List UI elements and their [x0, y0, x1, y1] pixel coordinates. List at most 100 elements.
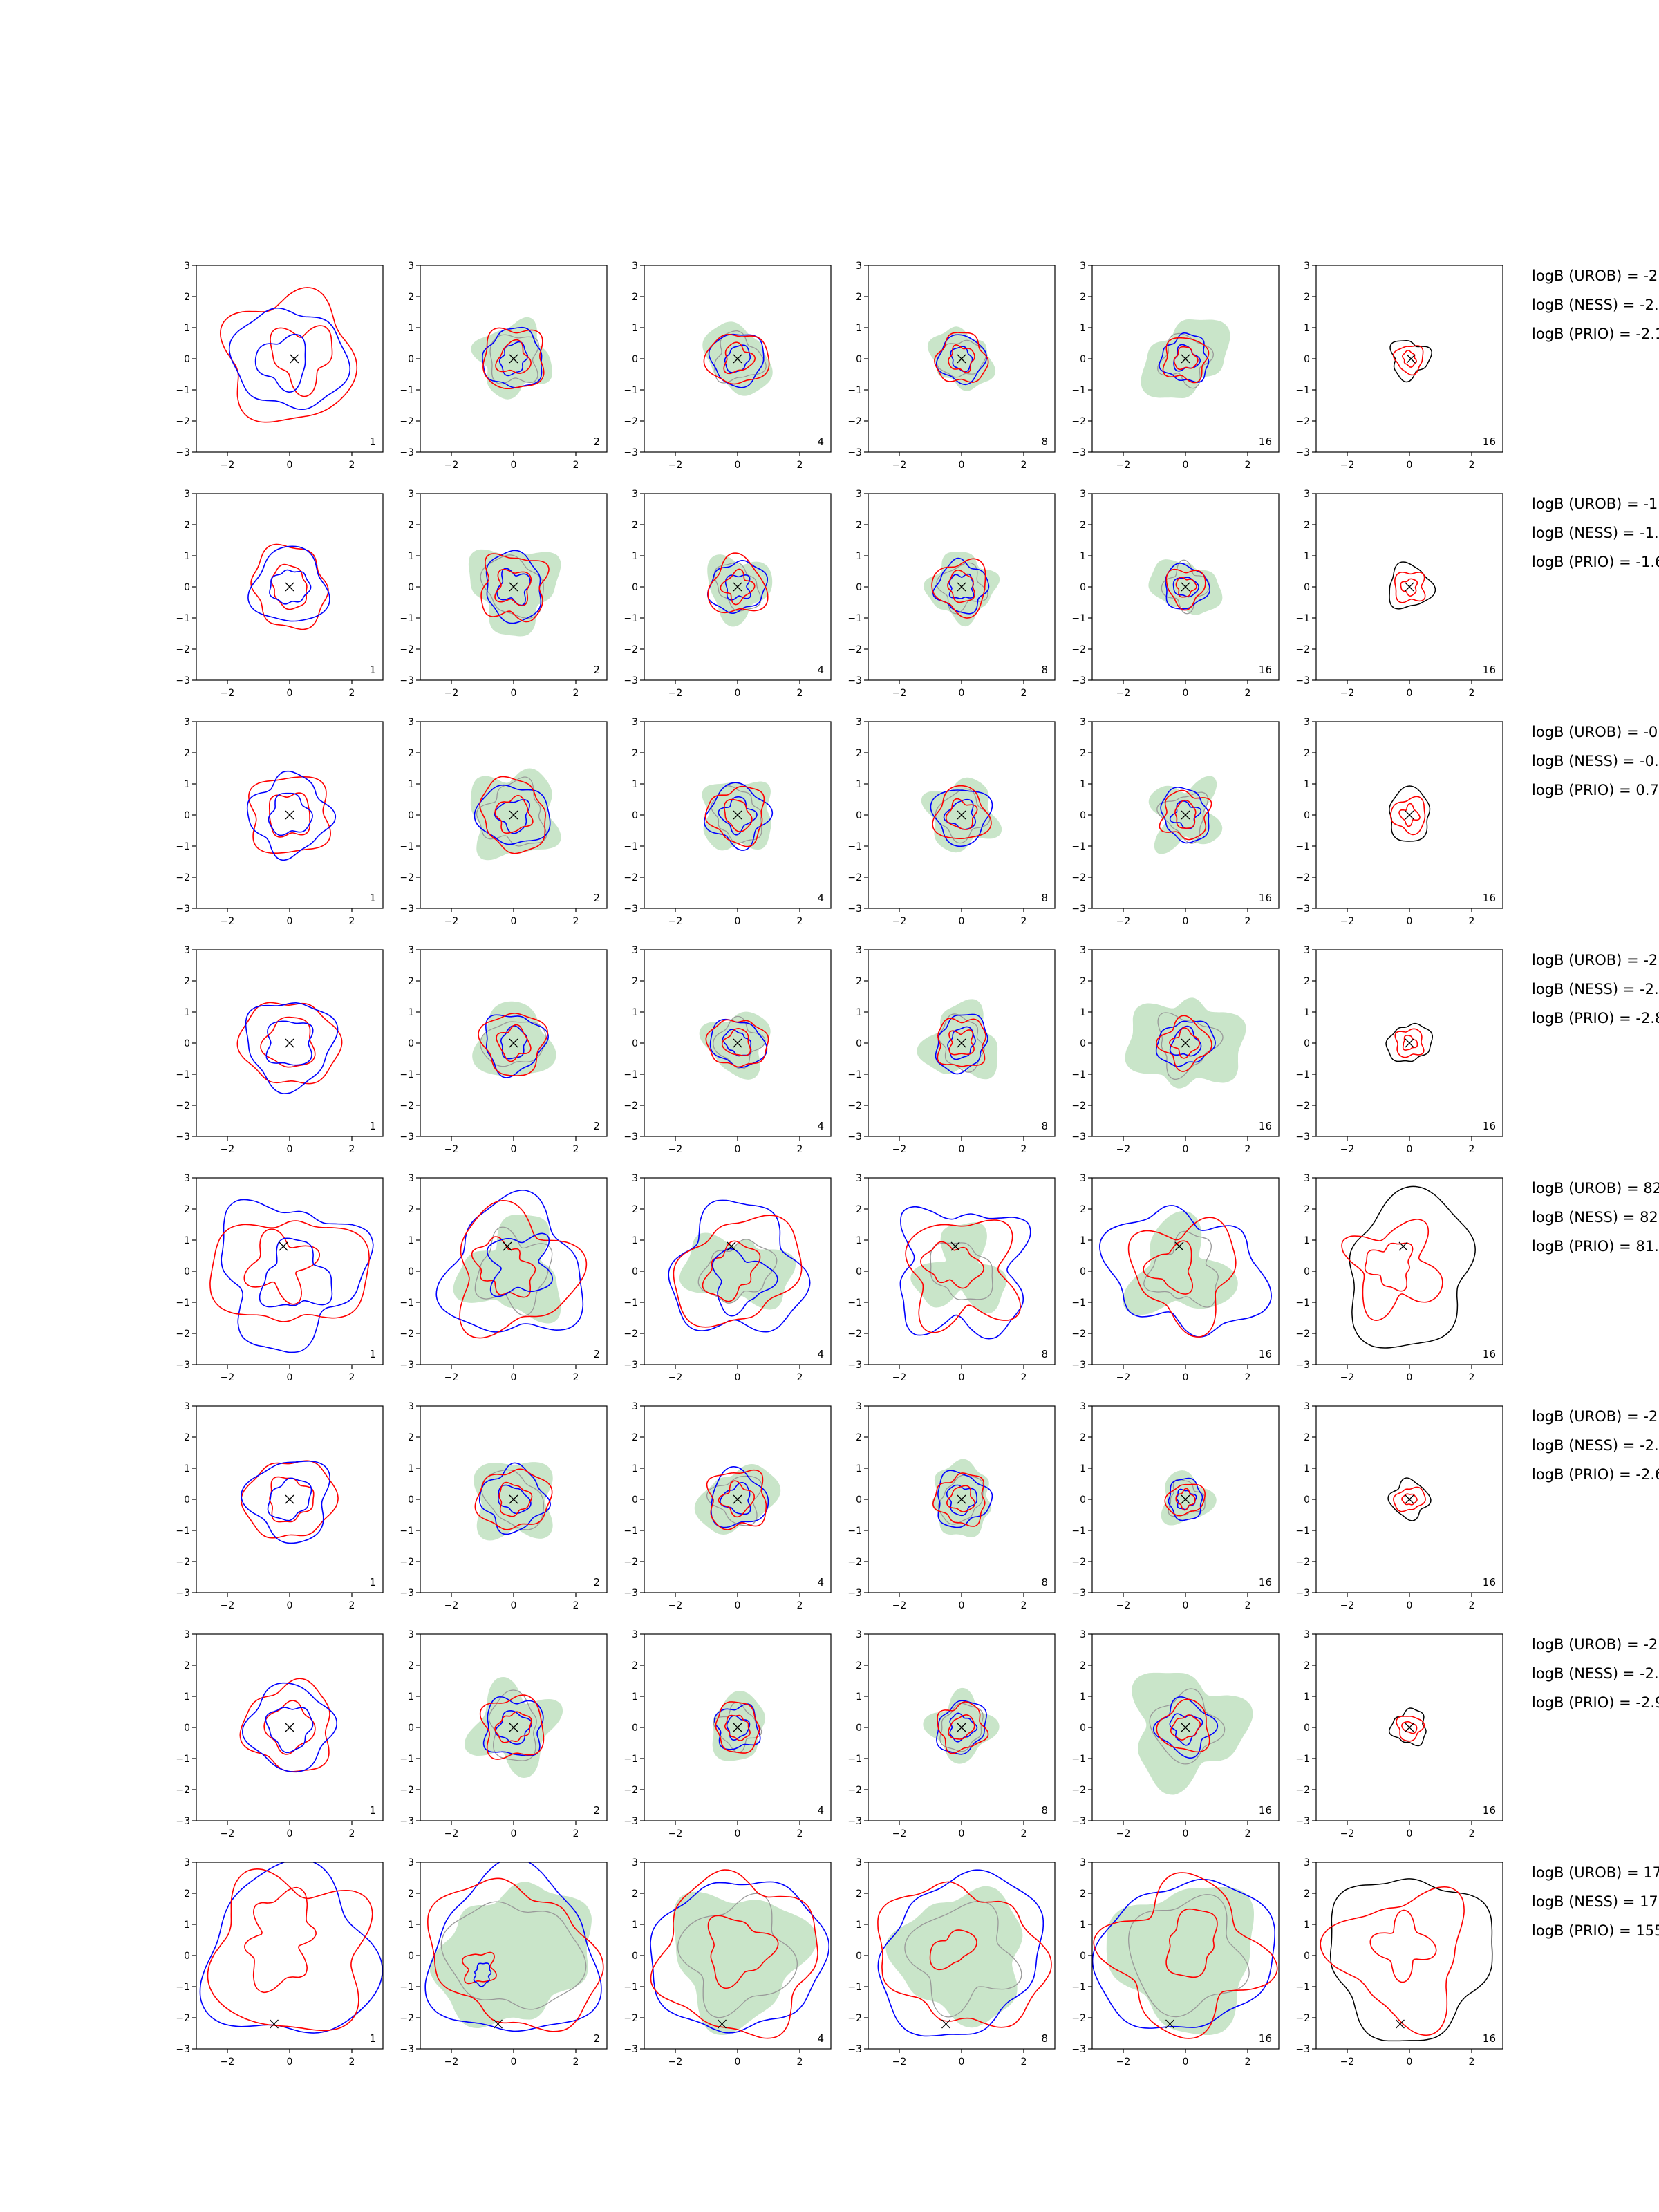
y-tick-label: −2 [176, 1785, 190, 1796]
x-tick-label: 2 [1469, 916, 1475, 927]
truth-marker-x-icon [733, 354, 742, 364]
particle-count-label: 16 [1259, 435, 1272, 448]
y-tick-label: −3 [1295, 1816, 1310, 1827]
y-tick-label: 2 [632, 1660, 638, 1671]
x-tick-label: 0 [1407, 1600, 1413, 1611]
x-tick-label: −2 [668, 1144, 683, 1155]
y-tick-label: 2 [408, 1660, 414, 1671]
y-tick-label: −2 [1295, 1557, 1310, 1568]
red-contour [1127, 1217, 1237, 1338]
y-tick-label: −2 [1295, 416, 1310, 427]
red-contour [724, 798, 753, 832]
y-tick-label: −1 [1295, 1982, 1310, 1993]
particle-count-label: 1 [369, 1576, 376, 1588]
truth-marker-x-icon [727, 1241, 736, 1251]
red-contour [1093, 1872, 1278, 2039]
subplot-cell-r6-c4: −2 0 2 3 2 1 0 −1 −2 −3 8 [841, 1400, 1065, 1629]
gray-contour [1161, 559, 1210, 615]
y-tick-label: −3 [847, 2044, 862, 2055]
red-contour [931, 558, 986, 619]
y-tick-label: 3 [184, 945, 190, 956]
y-tick-label: 1 [408, 1691, 414, 1703]
y-tick-label: 2 [1304, 292, 1310, 303]
y-tick-label: −3 [1295, 903, 1310, 915]
subplot-cell-r4-c6: −2 0 2 3 2 1 0 −1 −2 −3 16 [1288, 944, 1512, 1172]
y-tick-label: 2 [184, 976, 190, 987]
blue-contour [720, 1481, 751, 1515]
blue-contour [935, 334, 988, 386]
row-annotations-3: logB (UROB) = -0.09 logB (NESS) = -0.13 lo… [1512, 716, 1659, 944]
subplot-cell-r4-c5: −2 0 2 3 2 1 0 −1 −2 −3 16 [1065, 944, 1288, 1172]
y-tick-label: 0 [408, 582, 414, 593]
y-tick-label: 1 [1080, 1691, 1086, 1703]
subplot-cell-r6-c1: −2 0 2 3 2 1 0 −1 −2 −3 1 [169, 1400, 393, 1629]
red-contour [1320, 1886, 1465, 2036]
particle-count-label: 2 [593, 664, 600, 676]
y-tick-label: 3 [1304, 1629, 1310, 1640]
y-tick-label: −3 [400, 447, 414, 458]
y-tick-label: −1 [1295, 1297, 1310, 1309]
y-tick-label: 0 [1080, 1266, 1086, 1277]
x-tick-label: −2 [444, 1600, 459, 1611]
y-tick-label: 0 [632, 1266, 638, 1277]
y-tick-label: −2 [1295, 872, 1310, 883]
y-tick-label: −3 [176, 447, 190, 458]
truth-marker-x-icon [1405, 582, 1414, 592]
y-tick-label: −3 [624, 1588, 638, 1599]
black-contour [1388, 1707, 1427, 1747]
axes-box [196, 1862, 384, 2050]
y-tick-label: 0 [1304, 1494, 1310, 1506]
truth-marker-x-icon [957, 1723, 966, 1732]
black-contour [1349, 1185, 1476, 1349]
y-tick-label: −2 [400, 1785, 414, 1796]
y-tick-label: 2 [184, 1204, 190, 1215]
red-contour [479, 1694, 545, 1760]
x-tick-label: 2 [1469, 1144, 1475, 1155]
x-tick-label: 0 [1407, 1372, 1413, 1383]
red-contour [707, 1915, 779, 1989]
x-tick-label: 0 [1183, 1600, 1189, 1611]
plot-area [209, 1199, 374, 1353]
y-tick-label: 0 [1304, 354, 1310, 365]
blue-contour [709, 1018, 768, 1069]
y-tick-label: 2 [408, 1888, 414, 1900]
black-contour [1385, 1022, 1434, 1062]
particle-count-label: 4 [817, 1120, 824, 1132]
x-tick-label: 0 [735, 1372, 741, 1383]
y-tick-label: 1 [632, 1007, 638, 1018]
plot-area [1389, 785, 1431, 842]
green-density-region [923, 1687, 1000, 1764]
truth-marker-x-icon [1405, 1494, 1414, 1504]
x-tick-label: −2 [1116, 916, 1131, 927]
y-tick-label: 1 [408, 1920, 414, 1931]
y-tick-label: 0 [408, 1723, 414, 1734]
y-tick-label: −3 [400, 1588, 414, 1599]
logb-ness-text: logB (NESS) = -2.78 [1532, 1437, 1659, 1454]
particle-count-label: 4 [817, 2032, 824, 2045]
y-tick-label: 3 [184, 1857, 190, 1868]
y-tick-label: 2 [632, 292, 638, 303]
y-tick-label: 3 [1080, 489, 1086, 500]
plot-area [1161, 1470, 1217, 1526]
y-tick-label: 1 [408, 1235, 414, 1246]
x-tick-label: 0 [1183, 916, 1189, 927]
truth-marker-x-icon [285, 1038, 294, 1048]
subplot-r5-c1: −2 0 2 3 2 1 0 −1 −2 −3 1 [176, 1173, 384, 1383]
red-contour [478, 1013, 548, 1076]
red-contour [1401, 1721, 1418, 1734]
x-tick-label: 2 [573, 1828, 579, 1839]
figure-row-1: −2 0 2 3 2 1 0 −1 −2 −3 1 −2 0 2 3 2 1 0 −1 −2 −3 2 −2 0 2 3 2 1 0 −1… [169, 260, 1659, 488]
red-contour [715, 1701, 760, 1754]
red-contour [243, 1228, 320, 1305]
x-tick-label: 2 [1245, 1372, 1251, 1383]
particle-count-label: 16 [1259, 2032, 1272, 2045]
y-tick-label: 1 [1304, 1920, 1310, 1931]
x-tick-label: 2 [573, 688, 579, 699]
y-tick-label: 2 [184, 520, 190, 531]
x-tick-label: 2 [573, 1144, 579, 1155]
truth-marker-x-icon [290, 354, 299, 364]
subplot-cell-r1-c4: −2 0 2 3 2 1 0 −1 −2 −3 8 [841, 260, 1065, 488]
y-tick-label: −1 [1071, 1526, 1086, 1537]
x-tick-label: 0 [1183, 688, 1189, 699]
x-tick-label: 2 [1469, 2056, 1475, 2068]
